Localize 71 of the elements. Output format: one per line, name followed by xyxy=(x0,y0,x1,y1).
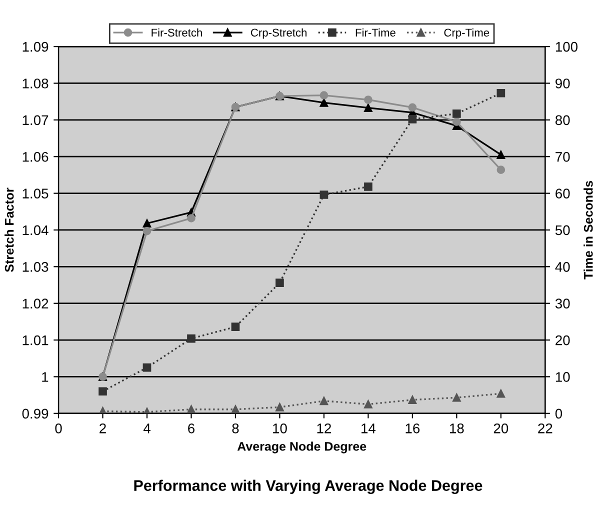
y2-tick-label: 20 xyxy=(556,335,570,346)
y-axis-title: Stretch Factor xyxy=(4,188,14,272)
y-tick-label: 1.03 xyxy=(22,262,48,272)
y-tick-label: 1 xyxy=(42,372,48,382)
legend-label: Crp-Time xyxy=(444,28,490,39)
y2-tick-label: 10 xyxy=(556,372,570,382)
x-tick-label: 8 xyxy=(232,423,239,434)
point xyxy=(364,96,372,104)
y-tick-label: 1.05 xyxy=(22,188,48,198)
text: Performance with Varying Average Node Degree xyxy=(134,480,482,494)
point xyxy=(452,110,461,118)
x-tick-label: 18 xyxy=(450,423,464,434)
point xyxy=(496,389,506,398)
y-tick-label: 1.07 xyxy=(22,115,48,126)
y2-tick-label: 100 xyxy=(556,42,578,52)
point xyxy=(231,405,240,414)
point xyxy=(408,115,417,124)
point xyxy=(452,118,461,126)
y2-axis-title: Time in Seconds xyxy=(584,180,593,280)
y-tick-label: 1.04 xyxy=(22,225,48,236)
x-tick-label: 12 xyxy=(317,423,331,434)
y2-tick-label: 80 xyxy=(555,115,570,126)
y2-tick-label: 30 xyxy=(555,298,570,309)
point xyxy=(142,363,152,372)
x-tick-label: 2 xyxy=(100,423,106,434)
x-tick-label: 4 xyxy=(143,424,150,434)
point xyxy=(142,226,152,236)
y2-tick-label: 40 xyxy=(555,262,570,272)
x-tick-label: 20 xyxy=(494,423,508,434)
point xyxy=(276,403,284,412)
point xyxy=(408,396,417,404)
point xyxy=(320,190,328,199)
x-tick-label: 16 xyxy=(406,423,420,434)
point xyxy=(320,91,328,100)
point xyxy=(276,278,284,287)
y-tick-label: 0.99 xyxy=(22,408,48,419)
legend-label: Crp-Stretch xyxy=(250,28,306,39)
x-tick-label: 14 xyxy=(362,424,376,434)
y2-tick-label: 50 xyxy=(555,225,570,236)
y-tick-label: 1.09 xyxy=(22,42,48,52)
x-tick-label: 0 xyxy=(55,423,62,434)
y-tick-label: 1.02 xyxy=(22,298,48,309)
point xyxy=(496,166,506,174)
point xyxy=(496,88,506,98)
point xyxy=(187,405,196,414)
point xyxy=(320,98,328,107)
y-tick-label: 1.06 xyxy=(22,152,48,162)
point xyxy=(187,214,196,222)
point xyxy=(452,393,461,402)
point xyxy=(364,182,372,191)
legend-label: Fir-Time xyxy=(356,28,396,37)
x-tick-label: 22 xyxy=(538,423,552,434)
point xyxy=(231,322,240,331)
y2-tick-label: 60 xyxy=(556,188,570,198)
y2-tick-label: 0 xyxy=(555,408,562,419)
y2-tick-label: 70 xyxy=(556,152,570,162)
point xyxy=(364,400,372,408)
x-axis-title: Average Node Degree xyxy=(237,442,366,454)
y-tick-label: 1.08 xyxy=(22,78,48,88)
y2-tick-label: 90 xyxy=(556,78,570,88)
point xyxy=(187,334,196,343)
x-tick-label: 10 xyxy=(273,423,287,434)
point xyxy=(98,387,107,396)
point xyxy=(142,219,152,228)
point xyxy=(364,104,372,112)
x-tick-label: 6 xyxy=(188,423,194,434)
point xyxy=(496,150,506,159)
y-tick-label: 1.01 xyxy=(22,335,48,346)
legend-label: Fir-Stretch xyxy=(152,28,202,37)
point xyxy=(320,396,328,406)
point xyxy=(408,103,417,112)
